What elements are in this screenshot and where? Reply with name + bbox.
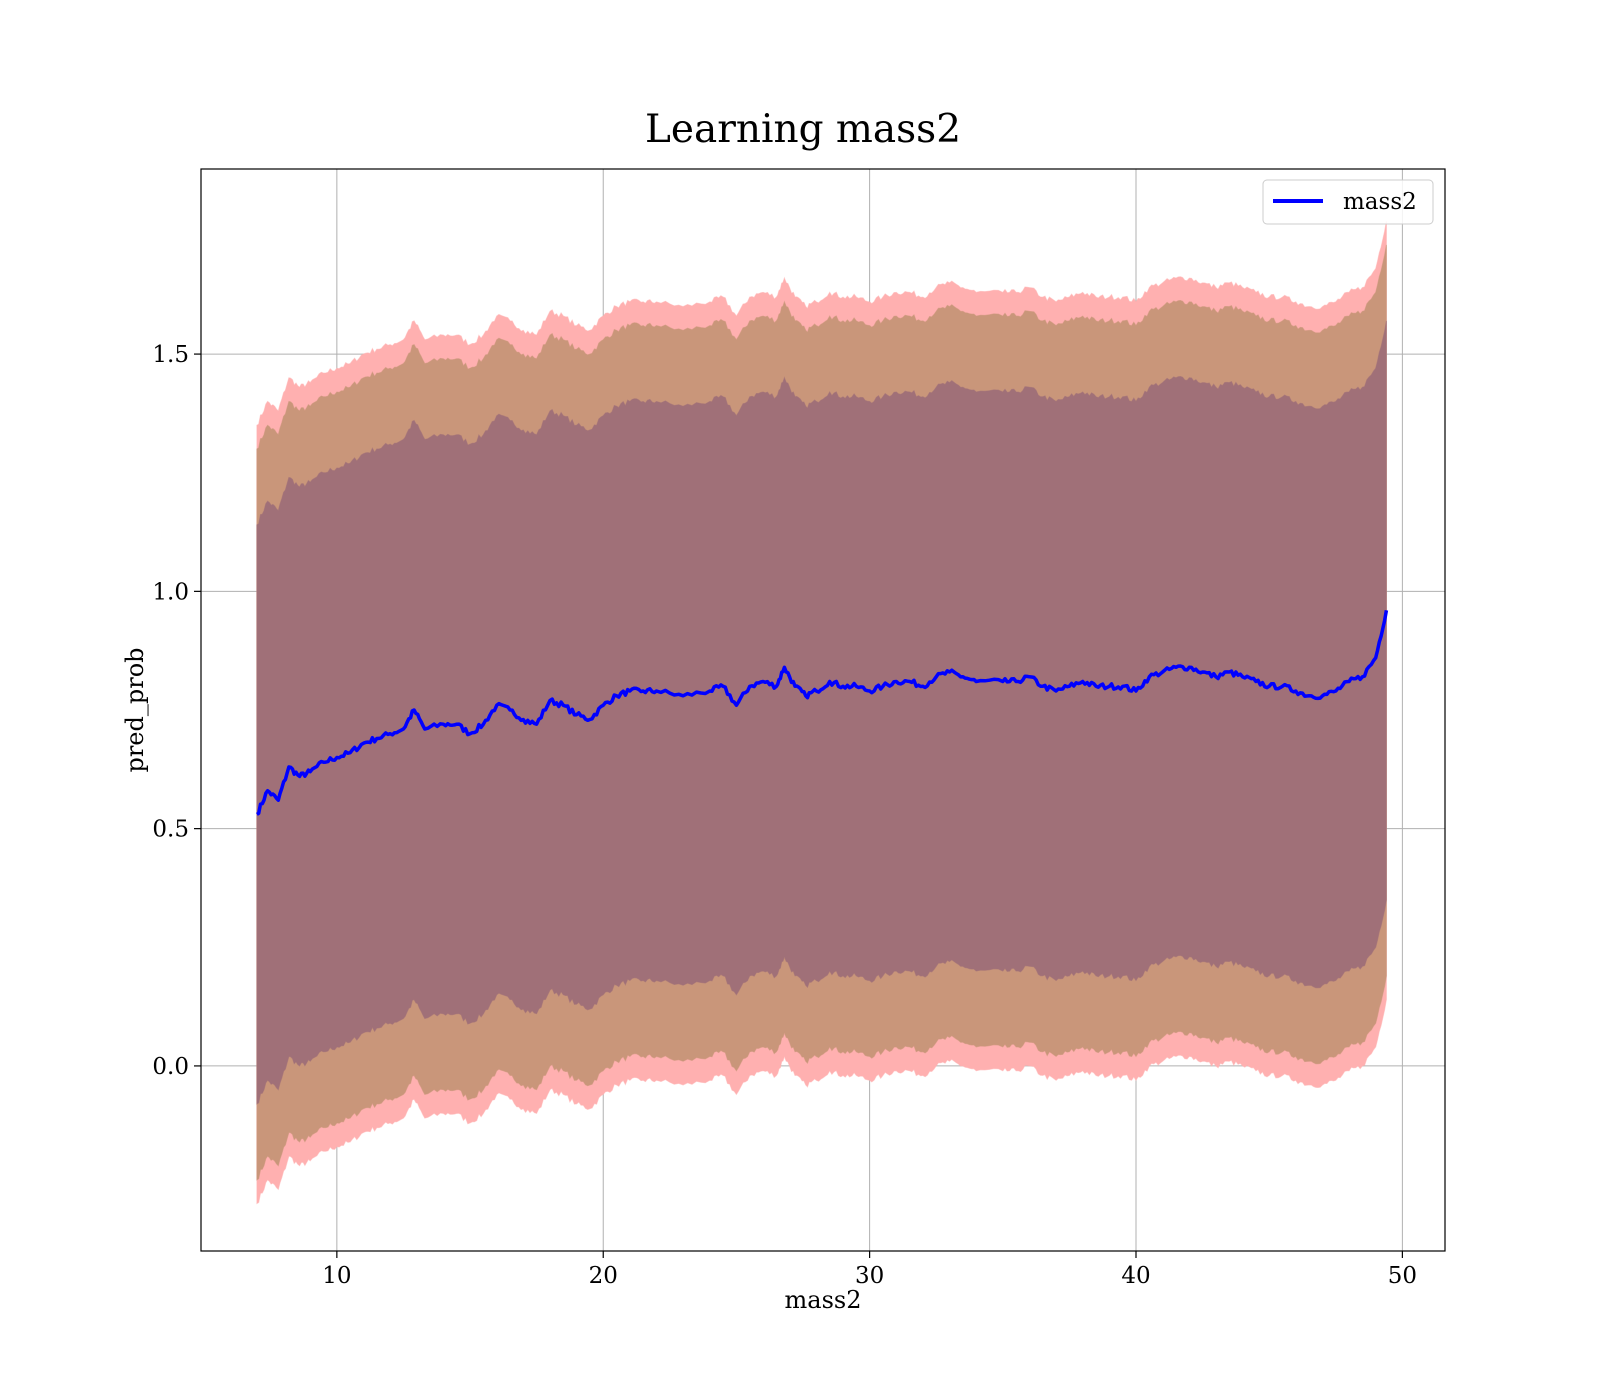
y-tick-label: 1.5 xyxy=(152,342,189,368)
x-tick-label: 50 xyxy=(1388,1263,1417,1289)
chart-title: Learning mass2 xyxy=(645,107,961,152)
x-tick-label: 30 xyxy=(855,1263,884,1289)
uncertainty-bands xyxy=(256,221,1387,1205)
y-tick-label: 0.0 xyxy=(152,1054,189,1080)
plot-frame xyxy=(200,168,1446,1252)
legend: mass2 xyxy=(1262,179,1434,225)
legend-entry-mass2: mass2 xyxy=(1343,189,1417,215)
series-line-mass2 xyxy=(255,609,1389,816)
x-tick-label: 20 xyxy=(589,1263,618,1289)
x-axis-label: mass2 xyxy=(785,1286,862,1314)
x-axis-ticks: 10 20 30 40 50 xyxy=(322,1251,1417,1289)
y-axis-ticks: 0.0 0.5 1.0 1.5 xyxy=(152,342,201,1080)
band-inner xyxy=(256,320,1387,1105)
y-tick-label: 1.0 xyxy=(152,579,189,605)
y-axis-label: pred_prob xyxy=(121,647,149,772)
series-lines xyxy=(255,609,1389,816)
legend-box xyxy=(1262,179,1434,225)
y-tick-label: 0.5 xyxy=(152,817,189,843)
x-tick-label: 10 xyxy=(322,1263,351,1289)
x-tick-label: 40 xyxy=(1121,1263,1150,1289)
